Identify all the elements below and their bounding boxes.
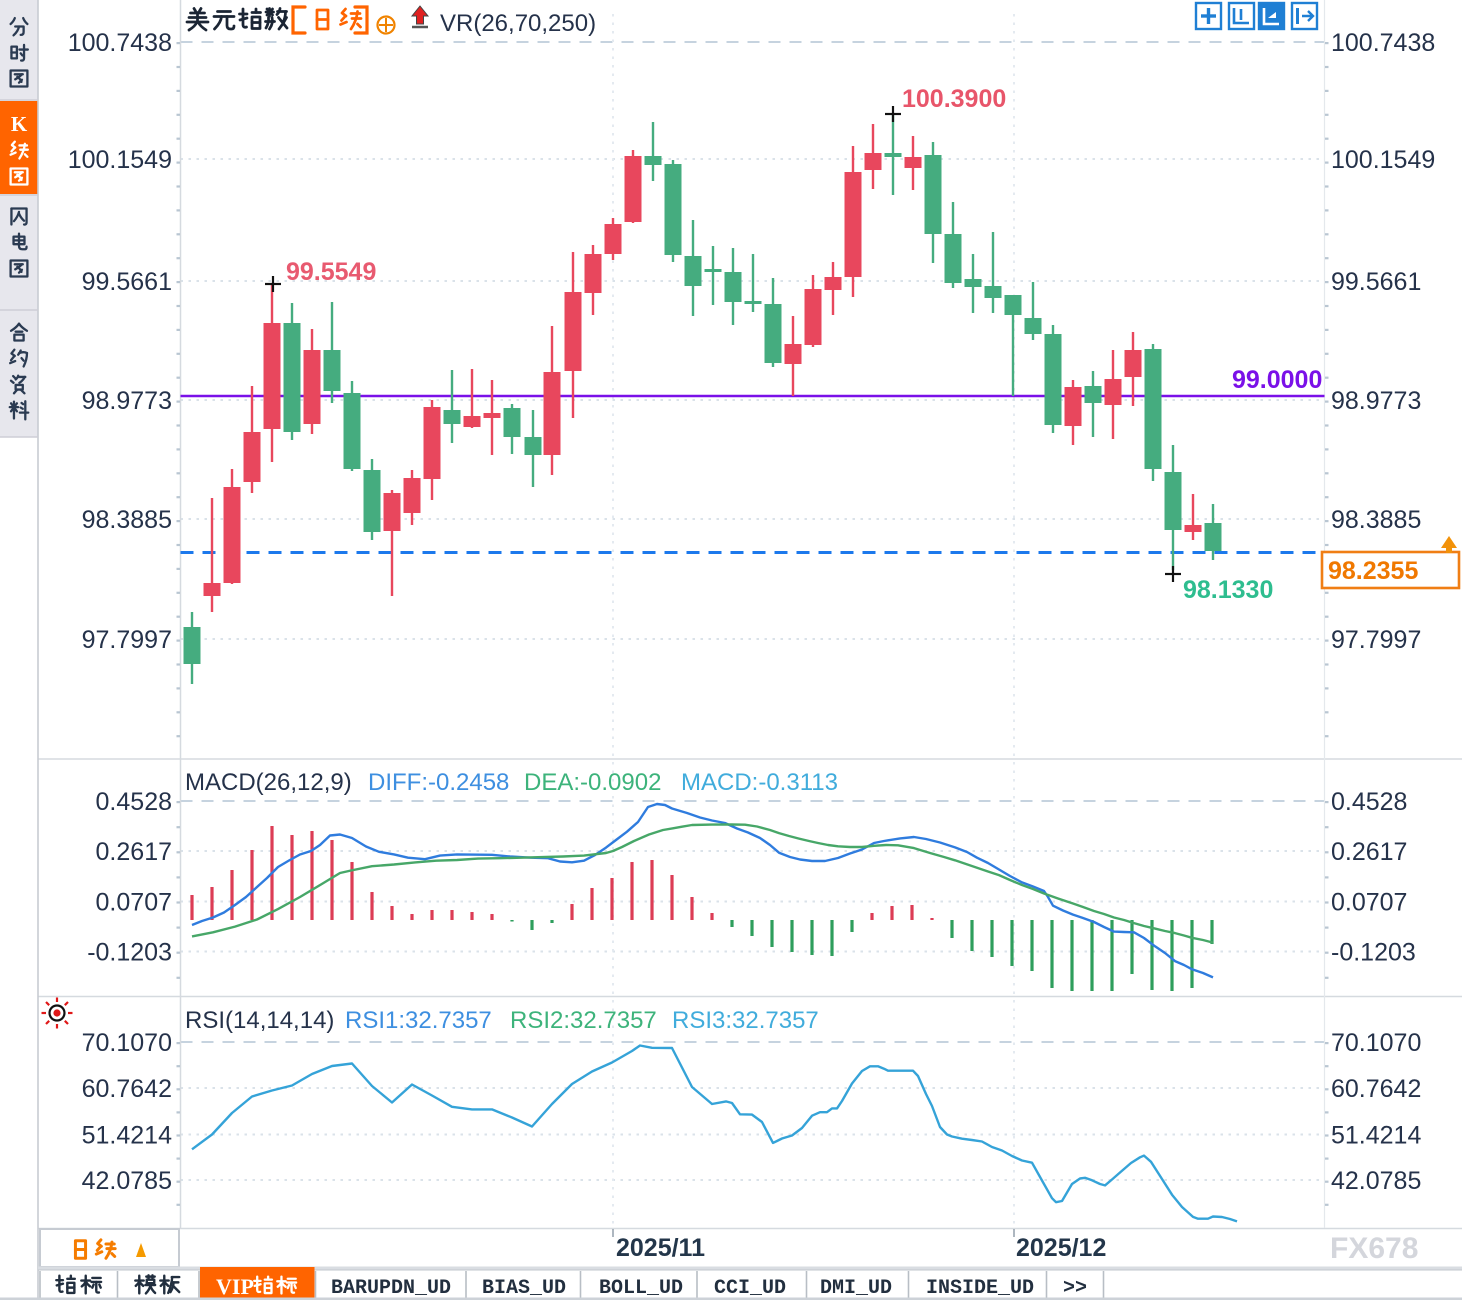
svg-text:0.4528: 0.4528 (96, 788, 172, 816)
svg-text:99.5661: 99.5661 (1331, 268, 1421, 296)
svg-text:2025/11: 2025/11 (616, 1234, 705, 1262)
svg-text:0.4528: 0.4528 (1331, 788, 1407, 816)
svg-text:42.0785: 42.0785 (82, 1167, 172, 1195)
svg-text:100.7438: 100.7438 (68, 29, 172, 57)
svg-text:99.5661: 99.5661 (82, 268, 172, 296)
svg-text:BIAS_UD: BIAS_UD (482, 1277, 566, 1300)
svg-text:CCI_UD: CCI_UD (714, 1277, 786, 1300)
svg-text:98.3885: 98.3885 (82, 506, 172, 534)
svg-text:-0.1203: -0.1203 (1331, 939, 1416, 967)
svg-text:51.4214: 51.4214 (82, 1122, 172, 1150)
svg-text:K: K (11, 112, 28, 136)
svg-text:DIFF:-0.2458: DIFF:-0.2458 (368, 769, 509, 796)
svg-text:FX678: FX678 (1330, 1232, 1418, 1265)
svg-text:98.3885: 98.3885 (1331, 506, 1421, 534)
svg-text:100.1549: 100.1549 (1331, 146, 1435, 174)
svg-text:MACD(26,12,9): MACD(26,12,9) (185, 769, 352, 796)
svg-text:0.2617: 0.2617 (1331, 838, 1407, 866)
svg-text:VIP: VIP (216, 1274, 254, 1299)
svg-text:DMI_UD: DMI_UD (820, 1277, 892, 1300)
svg-text:0.0707: 0.0707 (1331, 889, 1407, 917)
svg-text:>>: >> (1063, 1277, 1087, 1300)
svg-text:RSI(14,14,14): RSI(14,14,14) (185, 1007, 334, 1034)
svg-text:DEA:-0.0902: DEA:-0.0902 (524, 769, 661, 796)
svg-text:60.7642: 60.7642 (1331, 1075, 1421, 1103)
svg-text:98.1330: 98.1330 (1183, 576, 1273, 604)
svg-text:VR(26,70,250): VR(26,70,250) (440, 10, 596, 37)
svg-text:70.1070: 70.1070 (1331, 1029, 1421, 1057)
svg-text:BOLL_UD: BOLL_UD (599, 1277, 683, 1300)
svg-text:99.0000: 99.0000 (1232, 366, 1322, 394)
svg-text:100.1549: 100.1549 (68, 146, 172, 174)
svg-text:97.7997: 97.7997 (82, 626, 172, 654)
svg-text:-0.1203: -0.1203 (87, 939, 172, 967)
svg-text:99.5549: 99.5549 (286, 258, 376, 286)
svg-text:42.0785: 42.0785 (1331, 1167, 1421, 1195)
svg-text:RSI3:32.7357: RSI3:32.7357 (672, 1007, 819, 1034)
svg-text:97.7997: 97.7997 (1331, 626, 1421, 654)
svg-text:100.3900: 100.3900 (902, 85, 1006, 113)
svg-text:98.9773: 98.9773 (1331, 387, 1421, 415)
svg-text:MACD:-0.3113: MACD:-0.3113 (681, 769, 838, 796)
svg-text:98.2355: 98.2355 (1328, 557, 1418, 585)
svg-text:2025/12: 2025/12 (1016, 1234, 1106, 1262)
svg-text:51.4214: 51.4214 (1331, 1122, 1421, 1150)
svg-text:100.7438: 100.7438 (1331, 29, 1435, 57)
svg-text:RSI1:32.7357: RSI1:32.7357 (345, 1007, 492, 1034)
svg-text:60.7642: 60.7642 (82, 1075, 172, 1103)
svg-text:70.1070: 70.1070 (82, 1029, 172, 1057)
svg-text:BARUPDN_UD: BARUPDN_UD (331, 1277, 451, 1300)
svg-text:98.9773: 98.9773 (82, 387, 172, 415)
svg-text:INSIDE_UD: INSIDE_UD (926, 1277, 1034, 1300)
svg-text:RSI2:32.7357: RSI2:32.7357 (510, 1007, 657, 1034)
svg-text:0.0707: 0.0707 (96, 889, 172, 917)
svg-text:0.2617: 0.2617 (96, 838, 172, 866)
